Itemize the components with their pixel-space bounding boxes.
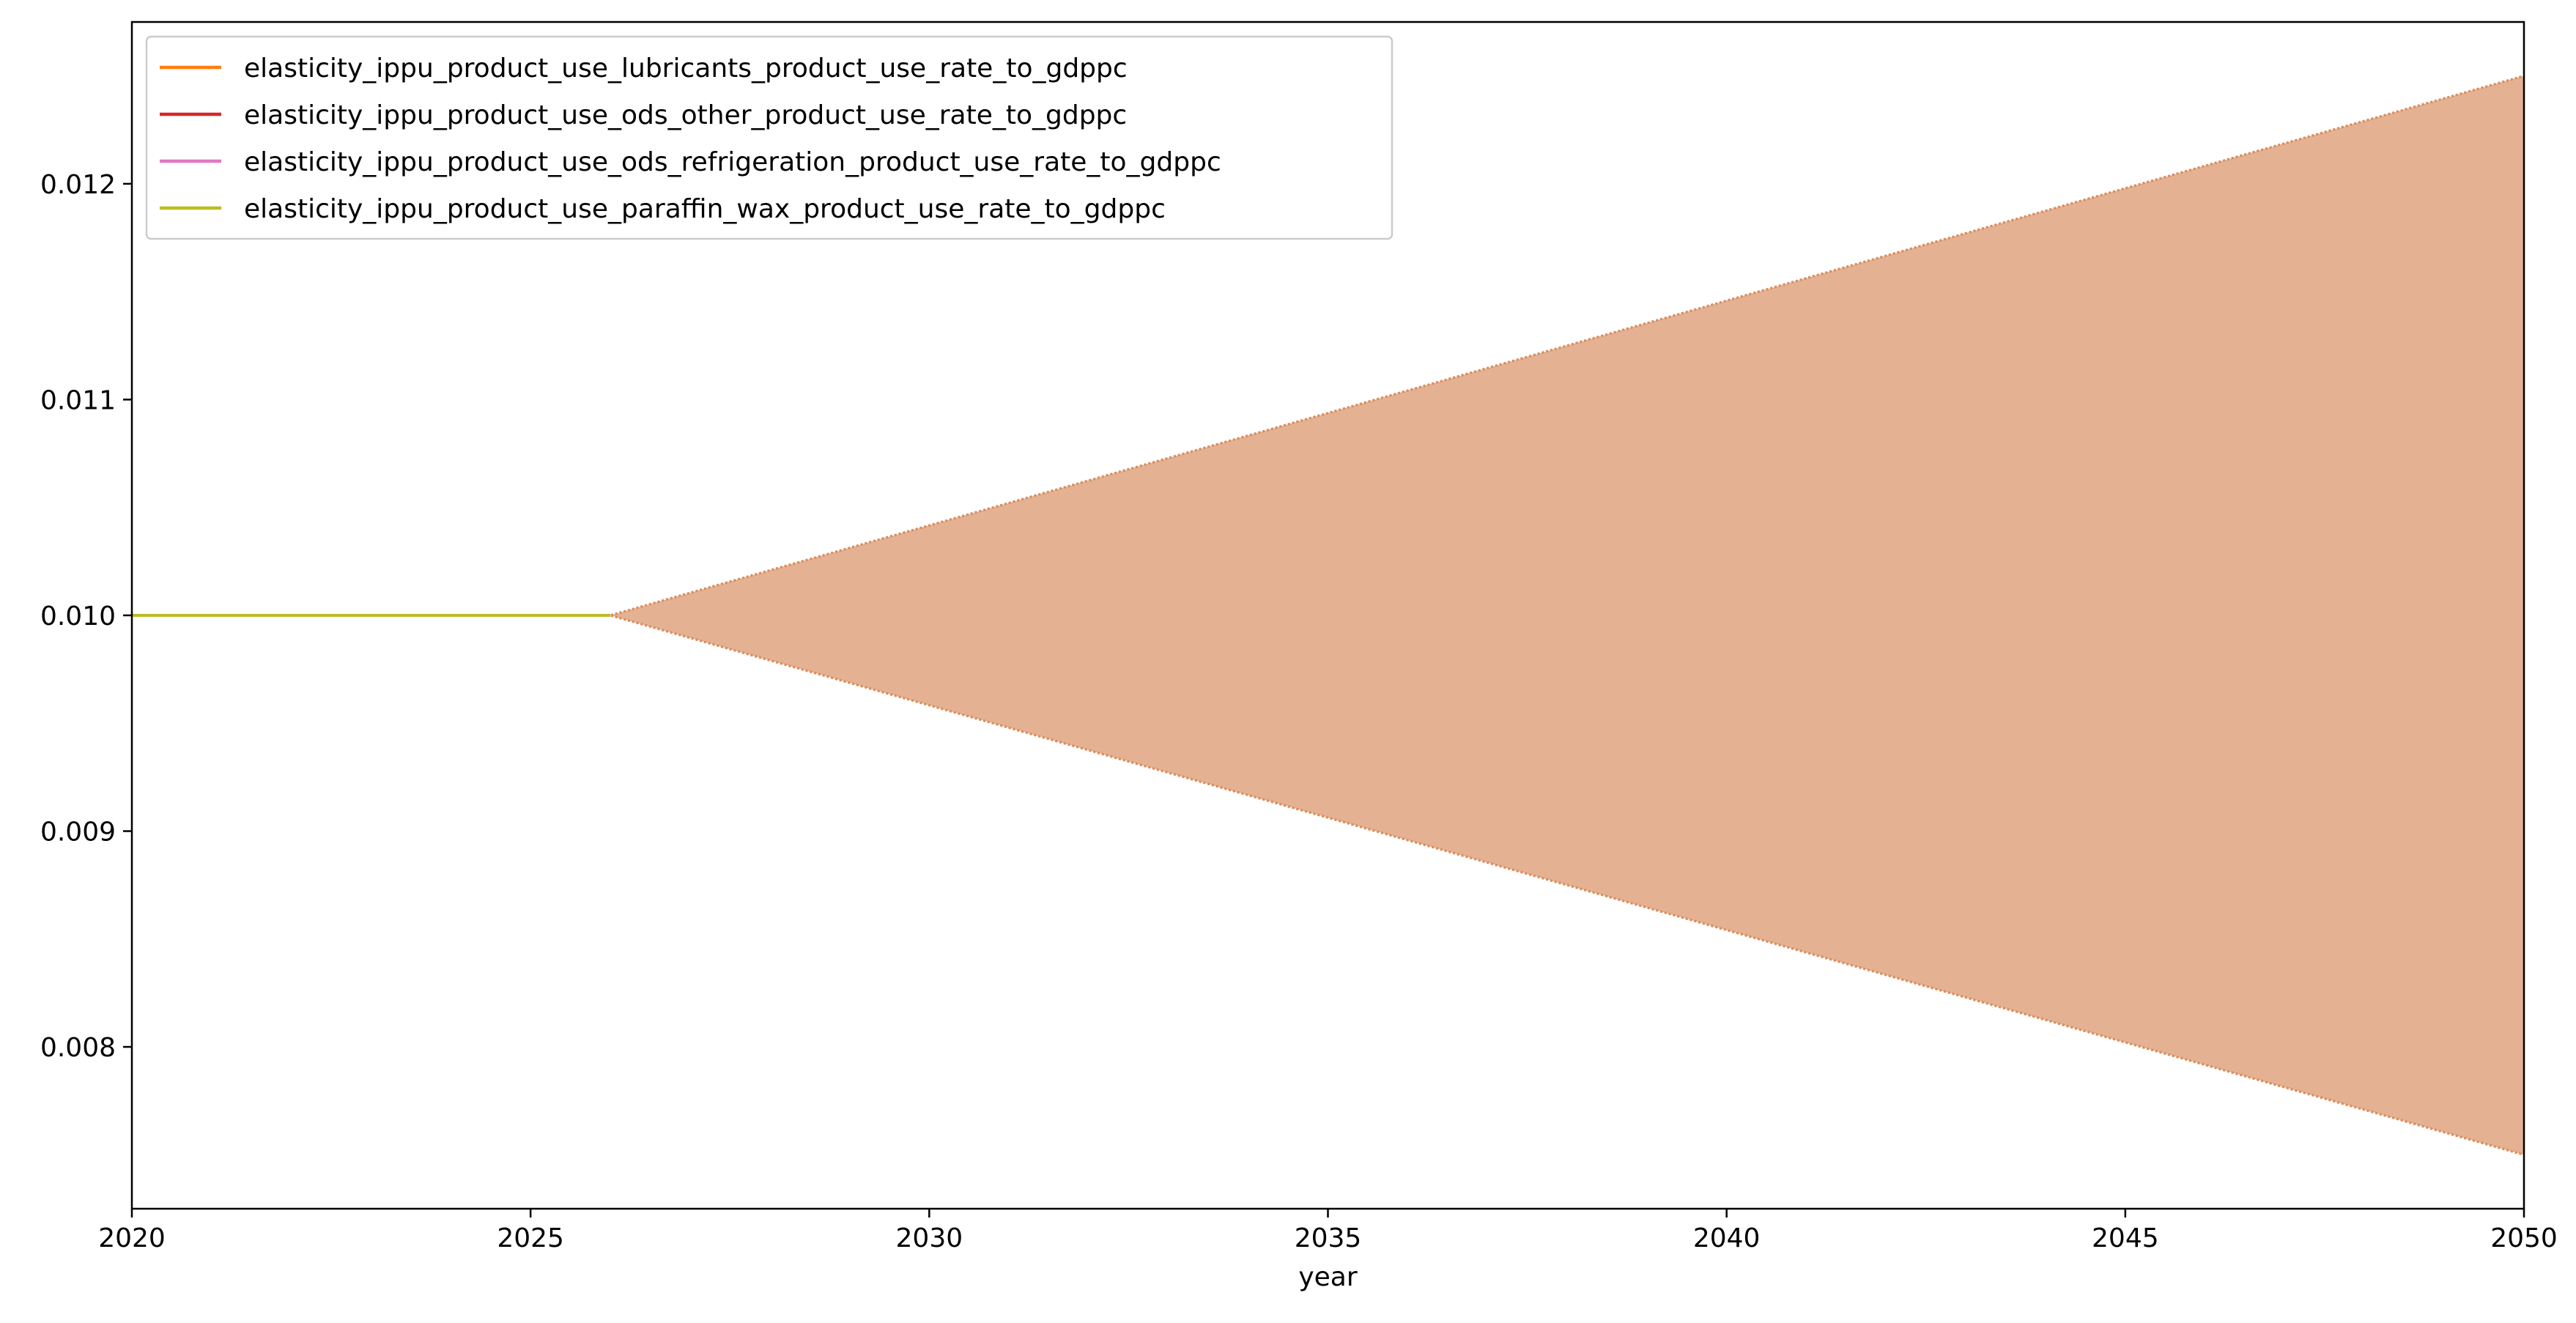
x-tick-label: 2045 <box>2092 1223 2159 1253</box>
x-tick-label: 2020 <box>98 1223 166 1253</box>
legend-label: elasticity_ippu_product_use_lubricants_p… <box>244 53 1128 84</box>
legend: elasticity_ippu_product_use_lubricants_p… <box>145 35 1394 240</box>
uncertainty-band-1 <box>132 75 2524 1155</box>
y-tick-label: 0.011 <box>40 385 116 415</box>
legend-label: elasticity_ippu_product_use_paraffin_wax… <box>244 194 1166 224</box>
x-tick-label: 2050 <box>2490 1223 2558 1253</box>
x-tick-label: 2025 <box>497 1223 564 1253</box>
x-axis: 2020 2025 2030 2035 2040 2045 2050 <box>98 1209 2558 1253</box>
legend-box <box>145 35 1394 240</box>
legend-label: elasticity_ippu_product_use_ods_refriger… <box>244 147 1221 177</box>
x-tick-label: 2035 <box>1295 1223 1362 1253</box>
x-tick-label: 2040 <box>1693 1223 1761 1253</box>
y-axis: 0.008 0.009 0.010 0.011 0.012 <box>40 170 132 1063</box>
y-tick-label: 0.012 <box>40 170 116 200</box>
x-axis-title: year <box>1298 1262 1358 1292</box>
y-tick-label: 0.008 <box>40 1033 116 1063</box>
legend-label: elasticity_ippu_product_use_ods_other_pr… <box>244 100 1127 130</box>
x-tick-label: 2030 <box>896 1223 963 1253</box>
y-tick-label: 0.009 <box>40 818 116 848</box>
y-tick-label: 0.010 <box>40 601 116 631</box>
